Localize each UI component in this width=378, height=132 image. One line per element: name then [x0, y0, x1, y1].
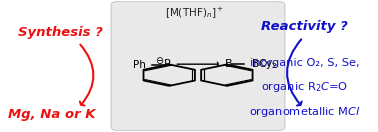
- Text: Reactivity ?: Reactivity ?: [262, 20, 348, 33]
- Text: BCy$_2$: BCy$_2$: [251, 57, 277, 71]
- Text: [M(THF)$_n$]$^+$: [M(THF)$_n$]$^+$: [165, 5, 224, 20]
- Text: organic $\mathregular{R_2}$$\mathit{C}$=O: organic $\mathregular{R_2}$$\mathit{C}$=…: [261, 80, 349, 94]
- Text: Synthesis ?: Synthesis ?: [18, 25, 103, 39]
- Text: B: B: [225, 59, 232, 69]
- Text: P: P: [164, 59, 171, 69]
- Text: ⊖: ⊖: [155, 56, 163, 66]
- Text: inorganic O₂, S, Se,: inorganic O₂, S, Se,: [250, 58, 360, 68]
- Text: Mg, Na or K: Mg, Na or K: [8, 108, 95, 121]
- Text: Ph: Ph: [133, 60, 146, 70]
- Text: organometallic M$\mathit{Cl}$: organometallic M$\mathit{Cl}$: [249, 105, 361, 119]
- FancyBboxPatch shape: [111, 1, 285, 131]
